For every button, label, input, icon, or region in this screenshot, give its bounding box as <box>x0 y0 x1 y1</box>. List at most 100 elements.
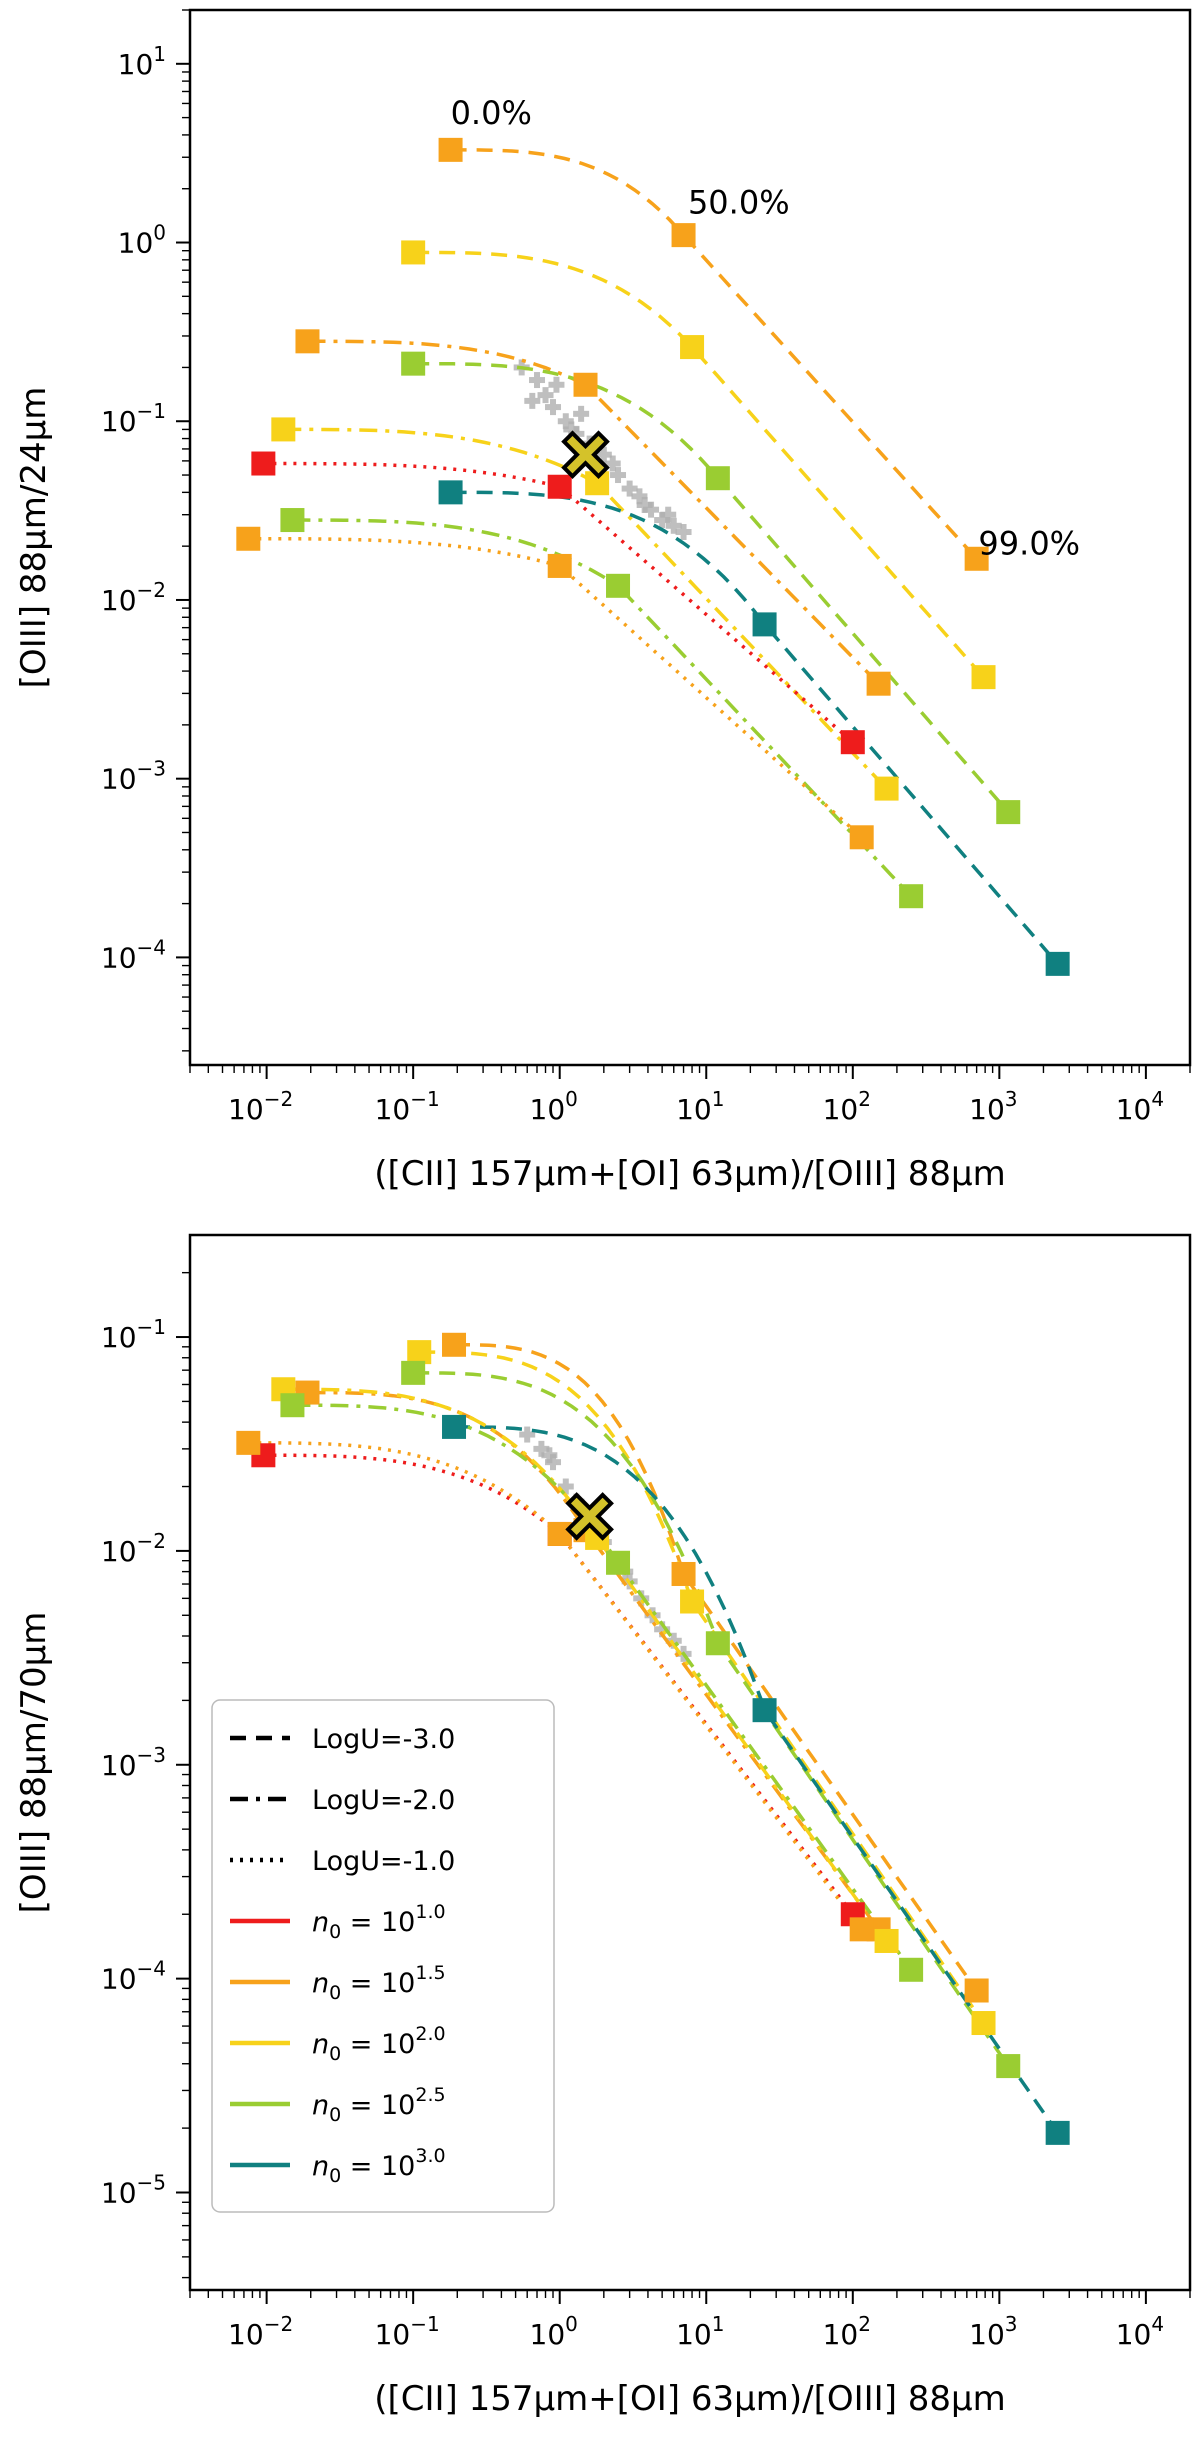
series-line <box>248 1441 864 1931</box>
observation-point <box>665 517 682 534</box>
observation-point <box>654 512 671 529</box>
x-tick-label: 102 <box>823 2312 871 2351</box>
series-line <box>450 148 978 560</box>
observation-point <box>573 405 590 422</box>
x-tick-label: 101 <box>676 1087 724 1126</box>
series-point <box>280 508 305 533</box>
observation-point <box>537 387 554 404</box>
x-tick-label: 10−2 <box>228 2312 293 2351</box>
bottom-panel: 10−2 10−1 100 101 102 103 104 10−5 10−4 10−3 10−2 1… <box>14 1233 1192 2419</box>
series-point <box>401 240 426 265</box>
highlight-marker <box>561 430 610 479</box>
x-tick-label: 103 <box>969 1087 1017 1126</box>
series-line <box>283 427 888 790</box>
series-line <box>454 1343 979 1992</box>
y-tick-label: 10−4 <box>101 935 166 974</box>
observation-point <box>568 425 585 442</box>
annotation-label: 50.0% <box>688 184 790 222</box>
series-point <box>899 1957 924 1982</box>
observation-point <box>557 1478 574 1495</box>
series-point <box>547 1521 572 1546</box>
x-axis-label: ([CII] 157µm+[OI] 63µm)/[OIII] 88µm <box>374 1154 1006 1194</box>
series-point <box>442 1414 467 1439</box>
series-point <box>964 546 989 571</box>
x-tick-label: 100 <box>530 2312 578 2351</box>
highlight-marker <box>565 1492 614 1541</box>
series-point <box>971 665 996 690</box>
x-tick-label: 104 <box>1116 2312 1164 2351</box>
series-point <box>1045 951 1070 976</box>
y-tick-label: 10−4 <box>101 1957 166 1996</box>
annotation-label: 99.0% <box>978 524 1080 562</box>
y-tick-label: 10−5 <box>101 2170 166 2209</box>
observation-point <box>533 1440 550 1457</box>
annotation-label: 0.0% <box>451 94 532 132</box>
legend-label: LogU=-1.0 <box>312 1846 455 1877</box>
observation-point <box>563 421 580 438</box>
legend-label: n0 = 101.0 <box>312 1901 446 1943</box>
observation-point <box>675 524 692 541</box>
x-tick-label: 10−1 <box>375 1087 440 1126</box>
legend-label: n0 = 102.5 <box>312 2084 446 2126</box>
series-line <box>413 1371 1010 2068</box>
series-point <box>752 1698 777 1723</box>
series-point <box>874 776 899 801</box>
observation-point <box>643 501 660 518</box>
y-tick-label: 10−2 <box>101 578 166 617</box>
observation-point <box>529 372 546 389</box>
series-point <box>236 1430 261 1455</box>
y-tick-label: 10−1 <box>101 399 166 438</box>
series-point <box>407 1340 432 1365</box>
series-point <box>899 884 924 909</box>
series-point <box>705 466 730 491</box>
series-point <box>874 1928 899 1953</box>
y-tick-label: 10−2 <box>101 1529 166 1568</box>
y-tick-label: 10−3 <box>101 757 166 796</box>
series-line <box>292 518 913 898</box>
series-point <box>752 612 777 637</box>
series-line <box>419 1350 985 2024</box>
series-point <box>280 1393 305 1418</box>
x-tick-label: 10−2 <box>228 1087 293 1126</box>
series-point <box>438 137 463 162</box>
legend: LogU=-3.0 LogU=-2.0 LogU=-1.0 n0 = 101.0 n0 … <box>211 1699 555 2213</box>
series-point <box>438 480 463 505</box>
observation-point <box>633 1590 650 1607</box>
observation-point <box>595 446 612 463</box>
series-point <box>606 1550 631 1575</box>
legend-label: n0 = 102.0 <box>312 2023 446 2065</box>
series-point <box>671 1561 696 1586</box>
series-point <box>236 526 261 551</box>
series-point <box>271 417 296 442</box>
series-point <box>442 1332 467 1357</box>
x-tick-label: 103 <box>969 2312 1017 2351</box>
x-tick-label: 102 <box>823 1087 871 1126</box>
series-point <box>401 351 426 376</box>
series-point <box>849 825 874 850</box>
observation-point <box>660 506 677 523</box>
observation-point <box>604 455 621 472</box>
observation-point <box>557 413 574 430</box>
series-point <box>996 2054 1021 2079</box>
x-tick-label: 101 <box>676 2312 724 2351</box>
y-tick-label: 10−3 <box>101 1743 166 1782</box>
series-point <box>705 1631 730 1656</box>
observation-point <box>665 1632 682 1649</box>
x-tick-label: 100 <box>530 1087 578 1126</box>
observation-point <box>610 467 627 484</box>
series-point <box>971 2011 996 2036</box>
observation-point <box>545 1454 562 1471</box>
series-point <box>680 335 705 360</box>
observation-point <box>621 480 638 497</box>
series-point <box>680 1589 705 1614</box>
series-point <box>251 451 276 476</box>
observation-point <box>631 488 648 505</box>
series-point <box>606 573 631 598</box>
series-line <box>450 490 1060 966</box>
y-axis-label: [OIII] 88µm/24µm <box>14 387 54 689</box>
series-point <box>866 671 891 696</box>
observation-point <box>548 376 565 393</box>
x-tick-label: 10−1 <box>375 2312 440 2351</box>
y-tick-label: 101 <box>118 42 166 81</box>
